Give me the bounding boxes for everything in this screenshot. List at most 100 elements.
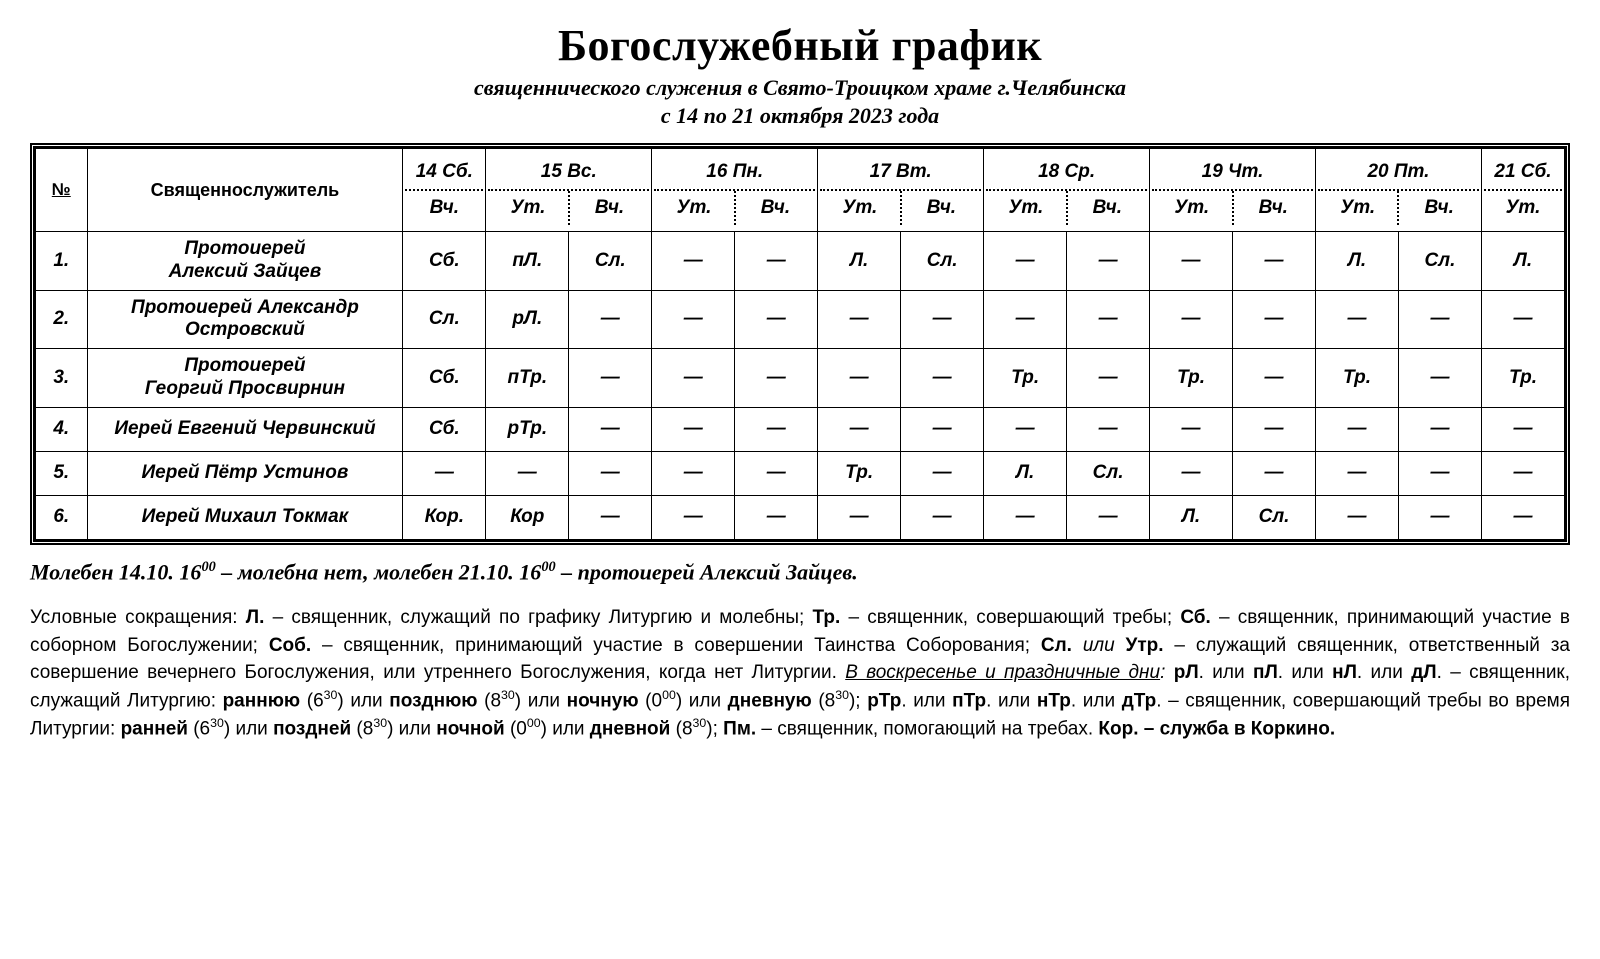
priest-name: ПротоиерейГеоргий Просвирнин: [87, 349, 403, 408]
table-row: 2.Протоиерей АлександрОстровскийСл.рЛ.——…: [36, 290, 1565, 349]
cell: пЛ.: [486, 232, 569, 291]
day-header-4: 18 Ср.Ут.Вч.: [984, 149, 1150, 232]
row-num: 6.: [36, 495, 88, 539]
cell: —: [1316, 451, 1399, 495]
cell: Тр.: [1316, 349, 1399, 408]
page-title: Богослужебный график: [30, 20, 1570, 71]
cell: Сб.: [403, 349, 486, 408]
table-row: 4.Иерей Евгений ЧервинскийСб.рТр.———————…: [36, 407, 1565, 451]
cell: Тр.: [1481, 349, 1564, 408]
cell: —: [1398, 495, 1481, 539]
cell: —: [1233, 232, 1316, 291]
cell: —: [1481, 290, 1564, 349]
cell: Л.: [1316, 232, 1399, 291]
cell: —: [735, 290, 818, 349]
schedule-table: №Священнослужитель14 Сб.Вч.15 Вс.Ут.Вч.1…: [35, 148, 1565, 540]
cell: —: [901, 349, 984, 408]
day-header-2: 16 Пн.Ут.Вч.: [652, 149, 818, 232]
cell: Тр.: [984, 349, 1067, 408]
cell: Сл.: [569, 232, 652, 291]
cell: —: [901, 451, 984, 495]
cell: рЛ.: [486, 290, 569, 349]
schedule-table-frame: №Священнослужитель14 Сб.Вч.15 Вс.Ут.Вч.1…: [30, 143, 1570, 545]
col-header-num: №: [36, 149, 88, 232]
day-header-1: 15 Вс.Ут.Вч.: [486, 149, 652, 232]
cell: —: [403, 451, 486, 495]
row-num: 1.: [36, 232, 88, 291]
cell: Л.: [818, 232, 901, 291]
cell: —: [1398, 290, 1481, 349]
table-row: 5.Иерей Пётр Устинов—————Тр.—Л.Сл.—————: [36, 451, 1565, 495]
cell: Кор: [486, 495, 569, 539]
cell: —: [1150, 451, 1233, 495]
cell: Сл.: [1398, 232, 1481, 291]
cell: —: [984, 232, 1067, 291]
cell: —: [735, 495, 818, 539]
cell: —: [569, 451, 652, 495]
cell: —: [652, 232, 735, 291]
cell: Тр.: [818, 451, 901, 495]
priest-name: Иерей Евгений Червинский: [87, 407, 403, 451]
cell: —: [652, 290, 735, 349]
cell: —: [1316, 495, 1399, 539]
cell: —: [1067, 232, 1150, 291]
cell: Сб.: [403, 232, 486, 291]
cell: —: [1481, 495, 1564, 539]
cell: —: [569, 495, 652, 539]
cell: Л.: [984, 451, 1067, 495]
abbrev-legend: Условные сокращения: Л. – священник, слу…: [30, 604, 1570, 742]
priest-name: Протоиерей АлександрОстровский: [87, 290, 403, 349]
cell: —: [735, 407, 818, 451]
priest-name: Иерей Пётр Устинов: [87, 451, 403, 495]
col-header-name: Священнослужитель: [87, 149, 403, 232]
day-header-6: 20 Пт.Ут.Вч.: [1316, 149, 1482, 232]
row-num: 3.: [36, 349, 88, 408]
cell: —: [1150, 232, 1233, 291]
cell: рТр.: [486, 407, 569, 451]
cell: —: [652, 407, 735, 451]
cell: —: [1150, 290, 1233, 349]
cell: пТр.: [486, 349, 569, 408]
cell: —: [818, 290, 901, 349]
cell: —: [735, 349, 818, 408]
cell: —: [1481, 407, 1564, 451]
cell: —: [1233, 407, 1316, 451]
cell: —: [818, 349, 901, 408]
cell: —: [1067, 290, 1150, 349]
cell: —: [569, 349, 652, 408]
cell: —: [652, 495, 735, 539]
cell: —: [984, 290, 1067, 349]
cell: Сл.: [1233, 495, 1316, 539]
cell: —: [901, 290, 984, 349]
cell: —: [1398, 349, 1481, 408]
cell: Сл.: [901, 232, 984, 291]
cell: —: [652, 451, 735, 495]
cell: —: [1316, 407, 1399, 451]
cell: —: [1067, 407, 1150, 451]
cell: —: [735, 232, 818, 291]
cell: —: [569, 290, 652, 349]
cell: —: [1067, 349, 1150, 408]
cell: —: [901, 407, 984, 451]
cell: —: [901, 495, 984, 539]
row-num: 4.: [36, 407, 88, 451]
page-subtitle: священнического служения в Свято-Троицко…: [30, 75, 1570, 101]
cell: Сл.: [403, 290, 486, 349]
cell: Л.: [1150, 495, 1233, 539]
row-num: 5.: [36, 451, 88, 495]
moleben-note: Молебен 14.10. 1600 – молебна нет, молеб…: [30, 559, 1570, 585]
cell: —: [1398, 407, 1481, 451]
priest-name: ПротоиерейАлексий Зайцев: [87, 232, 403, 291]
cell: —: [984, 495, 1067, 539]
day-header-7: 21 Сб.Ут.: [1481, 149, 1564, 232]
table-row: 1.ПротоиерейАлексий ЗайцевСб.пЛ.Сл.——Л.С…: [36, 232, 1565, 291]
priest-name: Иерей Михаил Токмак: [87, 495, 403, 539]
cell: —: [1067, 495, 1150, 539]
cell: Сл.: [1067, 451, 1150, 495]
cell: —: [1481, 451, 1564, 495]
cell: —: [1398, 451, 1481, 495]
cell: —: [652, 349, 735, 408]
day-header-3: 17 Вт.Ут.Вч.: [818, 149, 984, 232]
cell: Л.: [1481, 232, 1564, 291]
row-num: 2.: [36, 290, 88, 349]
